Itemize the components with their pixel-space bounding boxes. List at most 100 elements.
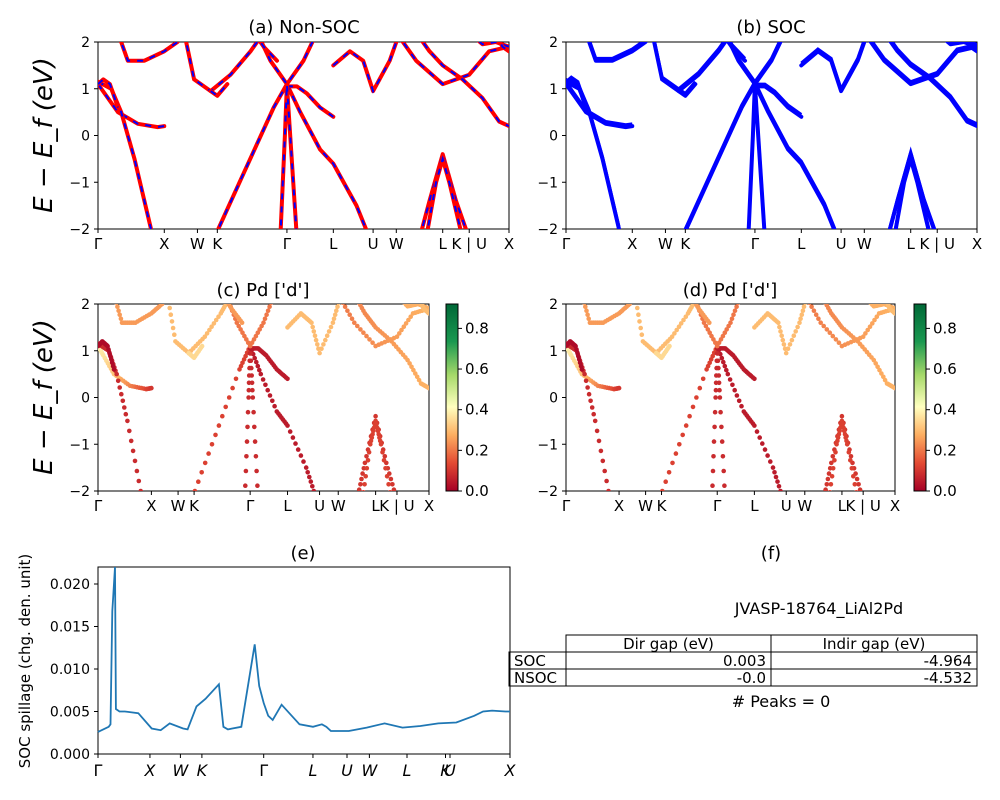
projection-point xyxy=(780,337,786,343)
projection-point xyxy=(854,476,860,482)
panel-a-ylabel: E − E_f (eV) xyxy=(29,57,59,213)
projection-point xyxy=(781,342,787,347)
projection-point xyxy=(378,442,384,447)
projection-point xyxy=(722,363,728,369)
projection-point xyxy=(582,304,587,305)
projection-point xyxy=(236,323,241,329)
projection-point xyxy=(795,324,800,330)
projection-point xyxy=(122,405,127,410)
projection-point xyxy=(260,377,266,382)
band-line-5 xyxy=(216,82,289,229)
band-line-4 xyxy=(676,82,698,98)
band-dash-18 xyxy=(98,78,119,108)
projection-point xyxy=(716,365,721,371)
projection-point xyxy=(213,432,218,438)
projection-point xyxy=(406,317,411,323)
projection-point xyxy=(752,423,757,428)
projection-point xyxy=(361,490,366,491)
projection-point xyxy=(311,488,317,491)
projection-point xyxy=(336,304,341,305)
projection-point xyxy=(216,314,221,320)
projection-point xyxy=(716,380,722,386)
projection-point xyxy=(803,304,808,305)
projection-point xyxy=(717,395,723,400)
panel-d-kpoint-label: U xyxy=(781,497,792,515)
panel-b-ytick-label: 0 xyxy=(549,129,558,145)
projection-point xyxy=(403,321,409,326)
table-cell-value: -4.532 xyxy=(924,669,972,687)
projection-point xyxy=(138,488,143,491)
projection-point xyxy=(839,413,845,419)
projection-point xyxy=(340,304,345,305)
projection-point xyxy=(670,460,675,466)
panel-c-ytick-label: 2 xyxy=(81,297,90,313)
projection-point xyxy=(712,424,717,430)
panel-e-ytick-label: 0.010 xyxy=(50,662,90,678)
projection-point xyxy=(132,458,138,464)
projection-point xyxy=(426,385,429,391)
panel-e-xtick-label: W xyxy=(172,761,189,780)
projection-point xyxy=(247,343,253,349)
projection-point xyxy=(851,474,856,479)
panel-f-title: (f) xyxy=(761,543,781,564)
projection-point xyxy=(713,387,719,393)
panel-b-kpoint-label: Γ xyxy=(751,235,760,253)
panel-b-ytick-label: −2 xyxy=(537,222,558,238)
panel-c-ytick-label: −1 xyxy=(69,437,90,453)
band-line-1 xyxy=(566,79,621,229)
projection-point xyxy=(799,312,805,318)
projection-point xyxy=(787,342,793,347)
colorbar-tick-label: 0.4 xyxy=(933,401,957,419)
projection-point xyxy=(293,441,298,446)
projection-point xyxy=(586,316,591,322)
projection-point xyxy=(326,329,332,334)
projection-point xyxy=(230,385,235,391)
projection-point xyxy=(772,470,777,475)
projection-point xyxy=(760,441,765,446)
projection-point xyxy=(388,476,394,482)
panel-e-xtick-label: K xyxy=(197,761,209,780)
projection-point xyxy=(596,438,602,444)
projection-point xyxy=(248,358,254,364)
projection-point xyxy=(308,479,314,484)
band-split-8 xyxy=(747,81,766,229)
band-line-9 xyxy=(727,42,783,87)
projection-point xyxy=(801,304,807,310)
projection-point xyxy=(130,448,136,454)
projection-point xyxy=(777,324,782,330)
projection-point xyxy=(586,391,592,397)
projection-point xyxy=(352,320,357,326)
projection-point xyxy=(170,325,176,331)
projection-point xyxy=(295,447,301,452)
panel-e-title: (e) xyxy=(290,543,315,564)
panel-c-title: (c) Pd ['d'] xyxy=(216,280,309,301)
projection-point xyxy=(373,413,378,419)
projection-point xyxy=(717,387,722,393)
projection-point xyxy=(752,376,757,382)
projection-point xyxy=(789,337,795,343)
panel-c-kpoint-label: K | U xyxy=(379,497,414,515)
projection-point xyxy=(426,311,429,316)
projection-point xyxy=(239,320,245,326)
projection-point xyxy=(310,484,315,489)
panel-e-frame xyxy=(97,566,511,755)
projection-point xyxy=(778,488,783,491)
projection-point xyxy=(637,319,642,324)
projection-point xyxy=(216,423,222,428)
panel-a-ytick-label: 1 xyxy=(81,82,90,98)
projection-point xyxy=(721,468,726,474)
projection-point xyxy=(364,333,369,339)
projection-point xyxy=(722,483,727,489)
projection-point xyxy=(388,490,392,491)
projection-point xyxy=(335,304,340,310)
projection-point xyxy=(716,373,722,378)
projection-point xyxy=(720,454,726,459)
projection-point xyxy=(730,382,735,388)
projection-point xyxy=(870,321,875,326)
projection-point xyxy=(867,299,872,304)
projection-point xyxy=(807,304,812,305)
projection-point xyxy=(710,483,715,489)
projection-point xyxy=(830,466,836,471)
panel-b-ytick-label: 2 xyxy=(549,35,558,51)
projection-point xyxy=(380,450,385,455)
